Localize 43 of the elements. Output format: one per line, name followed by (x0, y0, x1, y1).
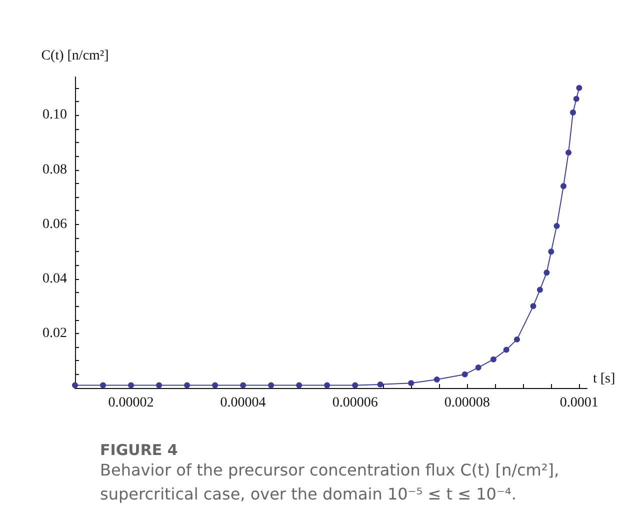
point (434, 376, 440, 383)
caption: FIGURE 4 (100, 441, 178, 459)
point (570, 109, 576, 116)
x-tick-label: 0.00004 (220, 396, 266, 410)
point (128, 382, 134, 388)
x-axis-title: t [s] (593, 372, 616, 386)
point (536, 286, 543, 293)
point (377, 381, 384, 388)
y-tick-label: 0.04 (42, 271, 67, 286)
point (573, 96, 580, 102)
point (503, 346, 510, 353)
point (296, 382, 302, 388)
point (156, 382, 162, 388)
x-tick-label: 0.00008 (444, 396, 490, 410)
point (490, 356, 496, 362)
point (548, 248, 554, 255)
point (352, 382, 358, 388)
point (560, 183, 566, 190)
x-tick-label: 0.0001 (560, 396, 598, 410)
point (554, 222, 560, 229)
point (462, 371, 468, 378)
x-tick-label: 0.00006 (332, 396, 378, 410)
point (100, 382, 106, 388)
text: Behavior of the precursor concentration flux C(t) [n/cm²], supercritical case, over the domain 10⁻⁵ ≤ t ≤ 10⁻⁴. (100, 460, 564, 504)
point (576, 84, 582, 91)
y-tick-label: 0.06 (42, 216, 67, 232)
y-axis-title: C(t) [n/cm²] (41, 48, 109, 64)
y-tick-label: 0.08 (42, 162, 67, 178)
y-tick-label: 0.10 (42, 108, 67, 123)
point (475, 364, 482, 371)
point (268, 382, 274, 388)
point (566, 150, 572, 156)
point (514, 336, 520, 342)
point (324, 382, 330, 388)
point (530, 303, 536, 310)
point (408, 380, 414, 386)
x-tick-label: 0.00002 (108, 396, 154, 410)
point (212, 382, 218, 388)
point (72, 382, 78, 388)
y-tick-label: 0.02 (42, 326, 67, 341)
point (544, 270, 550, 276)
point (184, 382, 190, 388)
point (240, 382, 246, 388)
